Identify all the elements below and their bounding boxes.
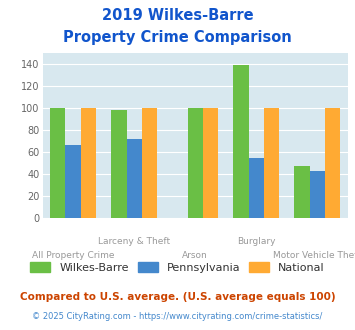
- Bar: [203, 108, 218, 218]
- Text: © 2025 CityRating.com - https://www.cityrating.com/crime-statistics/: © 2025 CityRating.com - https://www.city…: [32, 312, 323, 321]
- Bar: [248, 158, 264, 218]
- Text: Larceny & Theft: Larceny & Theft: [98, 237, 170, 246]
- Bar: [50, 108, 66, 218]
- Bar: [126, 139, 142, 218]
- Bar: [81, 108, 96, 218]
- Text: Arson: Arson: [182, 251, 208, 260]
- Text: Compared to U.S. average. (U.S. average equals 100): Compared to U.S. average. (U.S. average …: [20, 292, 335, 302]
- Legend: Wilkes-Barre, Pennsylvania, National: Wilkes-Barre, Pennsylvania, National: [26, 258, 329, 278]
- Text: All Property Crime: All Property Crime: [32, 251, 114, 260]
- Bar: [142, 108, 157, 218]
- Text: Burglary: Burglary: [237, 237, 275, 246]
- Bar: [188, 108, 203, 218]
- Bar: [294, 166, 310, 218]
- Bar: [66, 145, 81, 218]
- Bar: [264, 108, 279, 218]
- Bar: [111, 110, 126, 218]
- Text: Property Crime Comparison: Property Crime Comparison: [63, 30, 292, 45]
- Text: Motor Vehicle Theft: Motor Vehicle Theft: [273, 251, 355, 260]
- Text: 2019 Wilkes-Barre: 2019 Wilkes-Barre: [102, 8, 253, 23]
- Bar: [310, 171, 325, 218]
- Bar: [234, 65, 248, 218]
- Bar: [325, 108, 340, 218]
